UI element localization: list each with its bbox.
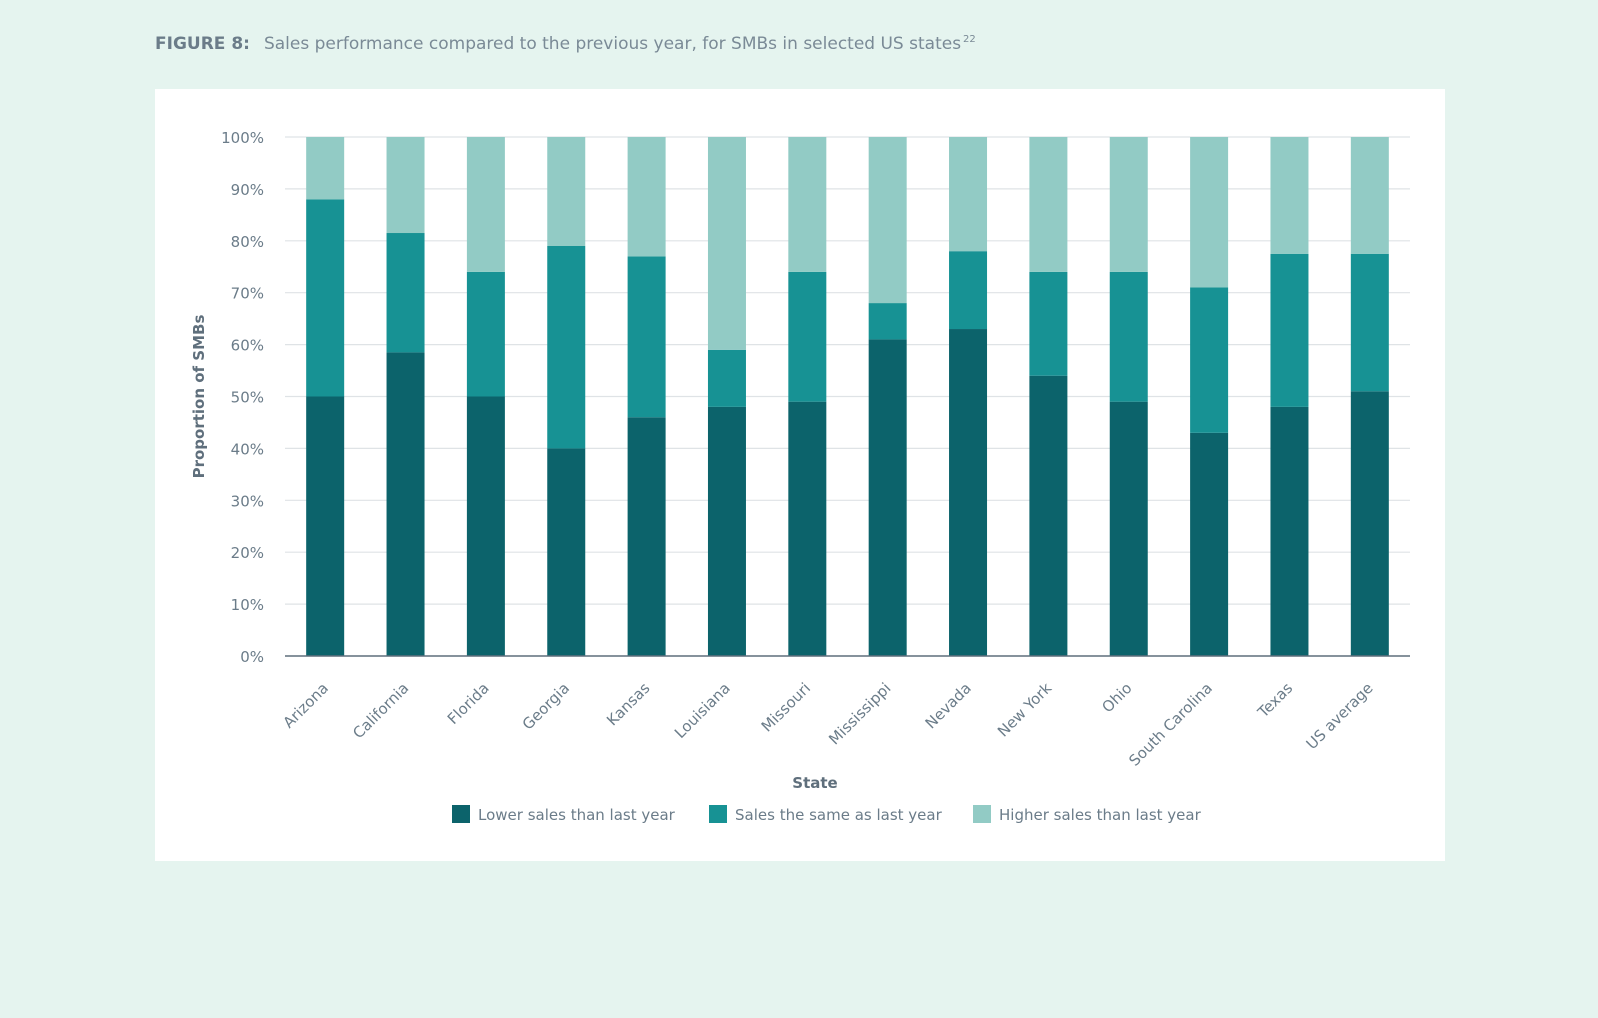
figure-title: FIGURE 8: Sales performance compared to t… [155,34,976,54]
bar-segment-1 [1190,432,1229,656]
x-tick-label: Nevada [922,679,975,732]
bar-segment-1 [547,448,586,656]
x-tick-label: Missouri [758,679,814,735]
y-axis-label: Proportion of SMBs [190,315,208,479]
x-tick-label: Mississippi [825,679,894,748]
chart-card: 0% 10% 20% 30% 40% 50% 60% 70% 80% 90% 100% Arizon… [155,89,1445,861]
bar-segment-1 [386,352,425,656]
bar-segment-3 [1350,137,1389,254]
y-tick-label: 60% [231,337,264,355]
x-tick-label: South Carolina [1125,679,1216,770]
legend-label: Sales the same as last year [735,806,943,824]
bar-segment-2 [707,349,746,407]
bar-segment-2 [1350,253,1389,392]
bar-segment-2 [1190,287,1229,433]
gridlines [285,136,1410,605]
legend-swatch [709,805,727,823]
bars [306,137,1389,656]
bar-segment-1 [1270,406,1309,656]
y-tick-label: 0% [240,648,264,666]
bar-segment-1 [949,329,988,656]
legend-swatch [973,805,991,823]
x-axis-label: State [792,774,837,792]
footnote-marker: 22 [963,34,976,46]
legend-swatch [452,805,470,823]
x-tick-label: Florida [444,679,493,728]
bar-segment-3 [627,137,666,257]
x-tick-label: Louisiana [671,679,734,742]
bar-segment-1 [466,396,505,656]
bar-segment-2 [627,256,666,418]
x-tick-label: US average [1303,679,1377,753]
x-tick-label: New York [994,679,1056,741]
bar-segment-1 [306,396,345,656]
bar-segment-1 [1350,391,1389,656]
legend-label: Higher sales than last year [999,806,1202,824]
y-tick-label: 40% [231,440,264,458]
bar-segment-1 [788,401,827,656]
x-tick-label: Arizona [279,679,332,732]
x-tick-label: California [349,679,412,742]
y-tick-label: 80% [231,233,264,251]
bar-segment-2 [949,251,988,330]
y-tick-label: 90% [231,181,264,199]
figure-title-text: Sales performance compared to the previo… [263,34,962,54]
bar-segment-2 [1109,271,1148,402]
bar-segment-1 [1109,401,1148,656]
y-tick-label: 30% [231,492,264,510]
bar-segment-1 [707,406,746,656]
bar-segment-2 [1029,271,1068,376]
bar-segment-3 [1190,137,1229,288]
bar-segment-3 [466,137,505,272]
x-axis-ticks: Arizona California Florida Georgia Kansas Lou… [279,679,1376,770]
bar-segment-2 [868,303,907,340]
y-tick-label: 70% [231,285,264,303]
y-tick-label: 10% [231,596,264,614]
bar-segment-3 [949,137,988,252]
bar-segment-3 [868,137,907,304]
stacked-bar-chart: 0% 10% 20% 30% 40% 50% 60% 70% 80% 90% 100% Arizon… [190,129,1410,824]
bar-segment-3 [707,137,746,350]
bar-segment-3 [306,137,345,200]
bar-segment-3 [788,137,827,272]
bar-segment-2 [386,233,425,353]
legend-label: Lower sales than last year [478,806,676,824]
bar-segment-3 [1270,137,1309,254]
y-axis-ticks: 0% 10% 20% 30% 40% 50% 60% 70% 80% 90% 100% [221,129,264,666]
bar-segment-1 [868,339,907,656]
x-tick-label: Ohio [1098,679,1135,716]
bar-segment-2 [306,199,345,397]
bar-segment-1 [1029,375,1068,656]
bar-segment-2 [466,271,505,397]
y-tick-label: 100% [221,129,264,147]
bar-segment-3 [1109,137,1148,272]
x-tick-label: Georgia [519,679,573,733]
bar-segment-1 [627,417,666,656]
bar-segment-2 [547,245,586,449]
legend: Lower sales than last year Sales the same… [452,805,1202,824]
x-tick-label: Kansas [603,679,653,729]
bar-segment-3 [386,137,425,234]
bar-segment-3 [1029,137,1068,272]
y-tick-label: 50% [231,389,264,407]
bar-segment-2 [1270,253,1309,407]
x-tick-label: Texas [1254,679,1297,722]
y-tick-label: 20% [231,544,264,562]
bar-segment-3 [547,137,586,246]
figure-label: FIGURE 8: [155,34,250,54]
bar-segment-2 [788,271,827,402]
